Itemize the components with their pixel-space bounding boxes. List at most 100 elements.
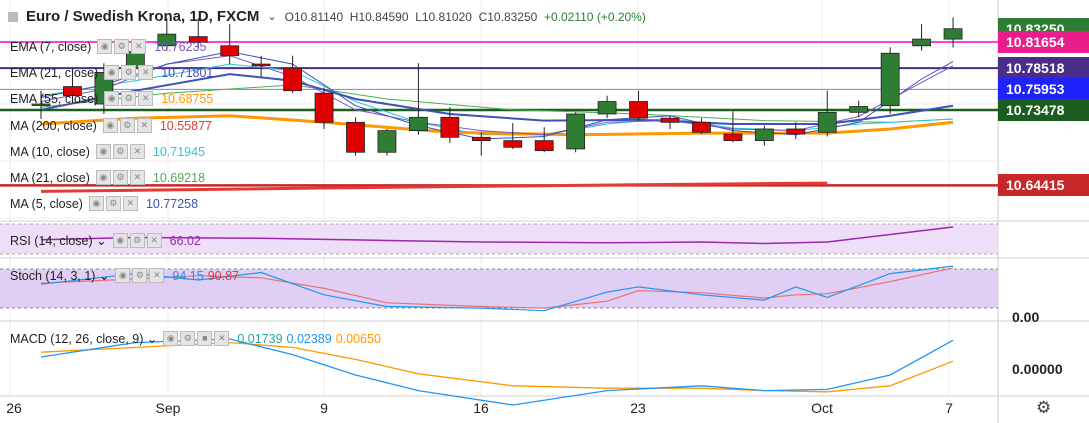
indicator-row: EMA (21, close) ◉ ⚙ ✕ 10.71801 (10, 65, 213, 80)
close-icon[interactable]: ✕ (149, 268, 165, 283)
price-axis-label: 10.64415 (998, 174, 1089, 197)
gear-icon[interactable]: ⚙ (112, 170, 128, 185)
gear-icon[interactable]: ⚙ (121, 65, 137, 80)
eye-icon[interactable]: ◉ (97, 39, 113, 54)
candle-body (188, 36, 208, 43)
indicator-row: MA (10, close) ◉ ⚙ ✕ 10.71945 (10, 144, 205, 159)
eye-icon[interactable]: ◉ (104, 65, 120, 80)
indicator-row: MA (21, close) ◉ ⚙ ✕ 10.69218 (10, 170, 205, 185)
candle-body (251, 63, 271, 67)
price-axis-label: 10.81654 (998, 30, 1089, 53)
ma200-line (40, 181, 828, 193)
header-chevron-icon[interactable]: ⌄ (267, 11, 277, 23)
candle-body (880, 52, 900, 107)
eye-icon[interactable]: ◉ (95, 144, 111, 159)
macd-value: 0.01739 (237, 331, 283, 346)
eye-icon[interactable]: ◉ (104, 91, 120, 106)
close-icon[interactable]: ✕ (138, 91, 154, 106)
candle-body (912, 38, 931, 47)
symbol-title: Euro / Swedish Krona, 1D, FXCM (26, 8, 260, 25)
horizontal-price-lines (0, 41, 998, 187)
indicator-label: EMA (55, close) (10, 91, 99, 106)
indicator-row: MA (5, close) ◉ ⚙ ✕ 10.77258 (10, 196, 198, 211)
indicator-row: EMA (55, close) ◉ ⚙ ✕ 10.68755 (10, 91, 213, 106)
stoch-pane (0, 265, 998, 312)
indicator-value: 10.69218 (152, 170, 206, 185)
gear-icon[interactable]: ⚙ (129, 233, 145, 248)
candle-body (660, 117, 680, 123)
symbol-name: Euro / Swedish Krona (26, 8, 182, 25)
eye-icon[interactable]: ◉ (115, 268, 131, 283)
indicator-label: EMA (21, close) (10, 65, 99, 80)
close-icon[interactable]: ✕ (129, 144, 145, 159)
candlesticks (31, 17, 963, 156)
macd-chevron-icon[interactable]: ⌄ (143, 332, 158, 346)
candle-body (943, 28, 963, 40)
candle-body (408, 116, 428, 132)
stoch-band (0, 269, 998, 308)
close-icon[interactable]: ✕ (122, 196, 138, 211)
gear-icon[interactable]: ⚙ (105, 196, 121, 211)
rsi-line (40, 226, 954, 245)
ema21-line (40, 73, 954, 125)
close-icon[interactable]: ✕ (131, 39, 147, 54)
eye-icon[interactable]: ◉ (102, 118, 118, 133)
lock-icon[interactable]: ■ (197, 331, 213, 346)
time-axis-label: 26 (6, 400, 22, 416)
ohlc-values: O10.81140 H10.84590 L10.81020 C10.83250 … (285, 10, 646, 24)
eye-icon[interactable]: ◉ (163, 331, 179, 346)
candle-body (157, 33, 177, 47)
settings-gear-icon[interactable]: ⚙ (1036, 398, 1052, 417)
candle-body (377, 130, 397, 153)
gear-icon[interactable]: ⚙ (132, 268, 148, 283)
candle-body (692, 121, 711, 133)
time-axis-label: 23 (630, 400, 646, 416)
indicator-label: MA (5, close) (10, 196, 83, 211)
indicator-row: EMA (7, close) ◉ ⚙ ✕ 10.76235 (10, 39, 206, 54)
gear-icon[interactable]: ⚙ (119, 118, 135, 133)
close-icon[interactable]: ✕ (146, 233, 162, 248)
indicator-row: MA (200, close) ◉ ⚙ ✕ 10.55877 (10, 118, 212, 133)
close-icon[interactable]: ✕ (136, 118, 152, 133)
candle-body (503, 140, 523, 148)
rsi-band (0, 224, 998, 254)
stoch-k-line (40, 265, 954, 312)
stoch-k-value: 94.15 (172, 268, 204, 283)
rsi-label: RSI (14, close) (10, 233, 93, 248)
gear-icon[interactable]: ⚙ (180, 331, 196, 346)
rsi-chevron-icon[interactable]: ⌄ (92, 234, 107, 248)
eye-icon[interactable]: ◉ (112, 233, 128, 248)
indicator-value: 10.68755 (161, 91, 214, 106)
macd-pane (40, 338, 954, 406)
close-icon[interactable]: ✕ (138, 65, 154, 80)
stoch-legend: Stoch (14, 3, 1) ⌄ ◉ ⚙ ✕ 94.15 90.87 (10, 268, 239, 283)
gear-icon[interactable]: ⚙ (114, 39, 130, 54)
gear-icon[interactable]: ⚙ (121, 91, 137, 106)
time-axis-label: 9 (320, 400, 328, 416)
candle-body (786, 128, 806, 135)
candle-body (440, 116, 460, 138)
candle-body (471, 136, 491, 142)
time-axis-label: Sep (155, 400, 181, 416)
close-value: C10.83250 (478, 9, 538, 24)
low-value: L10.81020 (415, 9, 472, 24)
indicator-value: 10.55877 (159, 118, 212, 133)
open-value: O10.81140 (284, 9, 344, 24)
gear-icon[interactable]: ⚙ (112, 144, 128, 159)
candle-body (283, 67, 303, 92)
rsi-legend: RSI (14, close) ⌄ ◉ ⚙ ✕ 66.02 (10, 233, 201, 248)
indicator-label: MA (200, close) (10, 118, 97, 133)
chart-header: Euro / Swedish Krona, 1D, FXCM ⌄ O10.811… (8, 8, 646, 25)
eye-icon[interactable]: ◉ (88, 196, 104, 211)
signal-value: 0.02389 (286, 331, 332, 346)
stoch-axis-tick: 0.00 (1012, 309, 1040, 325)
close-icon[interactable]: ✕ (129, 170, 145, 185)
eye-icon[interactable]: ◉ (95, 170, 111, 185)
interval-label[interactable]: 1D (189, 8, 209, 25)
stoch-chevron-icon[interactable]: ⌄ (95, 269, 110, 283)
close-icon[interactable]: ✕ (214, 331, 230, 346)
candle-body (346, 121, 365, 153)
collapse-icon[interactable] (8, 11, 18, 22)
candle-body (220, 45, 240, 57)
